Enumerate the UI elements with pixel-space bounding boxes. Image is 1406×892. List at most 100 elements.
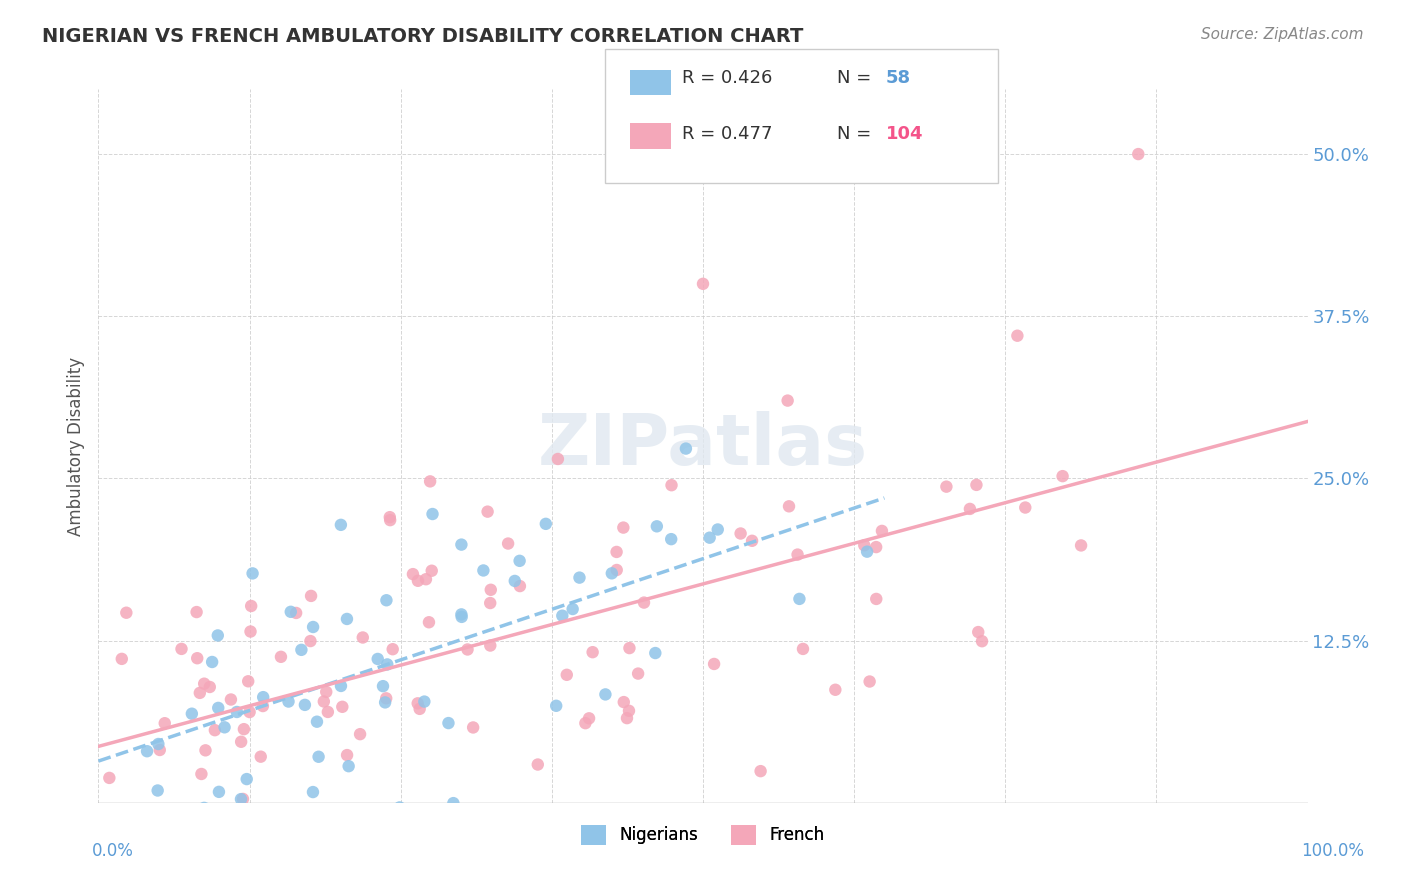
- Nigerians: [290, 643, 312, 657]
- Nigerians: [337, 759, 360, 773]
- Nigerians: [308, 749, 330, 764]
- Nigerians: [472, 564, 495, 578]
- French: [606, 545, 628, 559]
- Nigerians: [450, 610, 472, 624]
- French: [959, 502, 981, 516]
- Nigerians: [441, 796, 464, 810]
- French: [1052, 469, 1074, 483]
- Nigerians: [201, 655, 224, 669]
- Nigerians: [644, 646, 666, 660]
- Nigerians: [374, 695, 396, 709]
- French: [336, 748, 359, 763]
- Nigerians: [388, 800, 411, 814]
- French: [153, 716, 176, 731]
- French: [188, 686, 211, 700]
- Nigerians: [208, 785, 231, 799]
- French: [582, 645, 605, 659]
- Nigerians: [193, 801, 215, 815]
- French: [730, 526, 752, 541]
- Nigerians: [375, 593, 398, 607]
- Nigerians: [675, 442, 697, 456]
- Nigerians: [561, 602, 583, 616]
- French: [239, 705, 262, 719]
- French: [613, 695, 636, 709]
- French: [633, 596, 655, 610]
- French: [477, 505, 499, 519]
- Text: NIGERIAN VS FRENCH AMBULATORY DISABILITY CORRELATION CHART: NIGERIAN VS FRENCH AMBULATORY DISABILITY…: [42, 27, 804, 45]
- Nigerians: [699, 531, 721, 545]
- French: [378, 510, 401, 524]
- French: [330, 699, 353, 714]
- French: [239, 624, 262, 639]
- French: [479, 596, 502, 610]
- French: [270, 649, 292, 664]
- French: [786, 548, 808, 562]
- French: [190, 767, 212, 781]
- Text: R = 0.426: R = 0.426: [682, 69, 772, 87]
- French: [402, 567, 425, 582]
- Nigerians: [242, 566, 264, 581]
- French: [479, 582, 502, 597]
- French: [749, 764, 772, 778]
- Nigerians: [789, 591, 811, 606]
- French: [98, 771, 121, 785]
- French: [415, 572, 437, 586]
- Text: 104: 104: [886, 125, 924, 143]
- Nigerians: [180, 706, 202, 721]
- French: [288, 804, 311, 818]
- Nigerians: [146, 783, 169, 797]
- French: [194, 743, 217, 757]
- French: [149, 743, 172, 757]
- French: [627, 666, 650, 681]
- French: [703, 657, 725, 671]
- French: [555, 668, 578, 682]
- Nigerians: [375, 657, 398, 672]
- Text: 0.0%: 0.0%: [91, 842, 134, 860]
- French: [299, 589, 322, 603]
- French: [406, 574, 429, 588]
- Nigerians: [207, 701, 229, 715]
- French: [198, 680, 221, 694]
- French: [388, 843, 411, 857]
- Nigerians: [294, 698, 316, 712]
- French: [312, 694, 335, 708]
- Nigerians: [371, 679, 394, 693]
- French: [509, 579, 531, 593]
- French: [1070, 538, 1092, 552]
- French: [1007, 328, 1029, 343]
- French: [859, 674, 882, 689]
- Nigerians: [367, 652, 389, 666]
- French: [316, 705, 339, 719]
- French: [853, 538, 876, 552]
- French: [824, 682, 846, 697]
- Nigerians: [136, 744, 159, 758]
- French: [252, 699, 274, 714]
- French: [118, 809, 141, 823]
- Nigerians: [225, 705, 247, 719]
- Text: 58: 58: [886, 69, 911, 87]
- Nigerians: [280, 605, 302, 619]
- Nigerians: [509, 554, 531, 568]
- French: [250, 861, 273, 875]
- Nigerians: [252, 690, 274, 705]
- Text: Source: ZipAtlas.com: Source: ZipAtlas.com: [1201, 27, 1364, 42]
- French: [606, 563, 628, 577]
- French: [349, 727, 371, 741]
- Nigerians: [503, 574, 526, 588]
- French: [419, 475, 441, 489]
- French: [204, 723, 226, 738]
- French: [285, 606, 308, 620]
- Nigerians: [856, 544, 879, 558]
- French: [692, 277, 714, 291]
- French: [232, 722, 254, 736]
- Nigerians: [413, 695, 436, 709]
- French: [661, 478, 683, 492]
- French: [111, 652, 134, 666]
- Nigerians: [437, 716, 460, 731]
- Y-axis label: Ambulatory Disability: Ambulatory Disability: [66, 357, 84, 535]
- French: [778, 500, 800, 514]
- French: [1014, 500, 1036, 515]
- Nigerians: [450, 607, 472, 622]
- Nigerians: [450, 538, 472, 552]
- French: [186, 651, 208, 665]
